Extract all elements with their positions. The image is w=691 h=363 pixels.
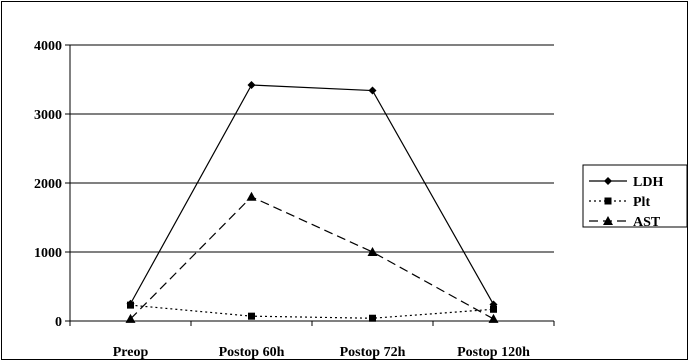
grid-layer [70, 44, 554, 253]
y-tick-label: 4000 [34, 39, 62, 54]
y-tick-label: 3000 [34, 108, 62, 123]
legend-label-ldh: LDH [633, 175, 663, 190]
series-line-ast [130, 196, 494, 320]
series-line-plt [130, 304, 494, 319]
legend-marker-plt [604, 197, 612, 205]
x-tick-label: Preop [113, 345, 149, 360]
legend: LDH Plt AST [582, 164, 688, 230]
data-point-plt [127, 301, 134, 309]
data-point-ast [488, 313, 499, 323]
data-point-ast [246, 191, 257, 201]
data-point-ldh [368, 86, 377, 95]
x-tick-label: Postop 72h [340, 345, 406, 360]
y-tick-label: 2000 [34, 177, 62, 192]
legend-marker-ldh [604, 177, 612, 185]
legend-label-plt: Plt [633, 195, 650, 210]
axis-layer: 0 1000 2000 3000 4000 Preop Postop 60h Postop 7… [34, 39, 555, 360]
x-tick-label: Postop 120h [457, 345, 530, 360]
data-point-ldh [247, 81, 256, 90]
data-point-ast [125, 313, 136, 323]
data-point-plt [369, 314, 376, 322]
data-point-plt [248, 312, 255, 320]
data-point-plt [490, 305, 497, 313]
legend-label-ast: AST [633, 215, 661, 230]
x-tick-label: Postop 60h [219, 345, 285, 360]
data-point-ast [367, 247, 378, 256]
series-layer [125, 81, 499, 323]
y-tick-label: 1000 [34, 246, 62, 261]
legend-box [582, 164, 688, 228]
y-tick-label: 0 [55, 315, 62, 330]
legend-marker-ast [603, 216, 613, 225]
series-line-ldh [129, 84, 495, 305]
